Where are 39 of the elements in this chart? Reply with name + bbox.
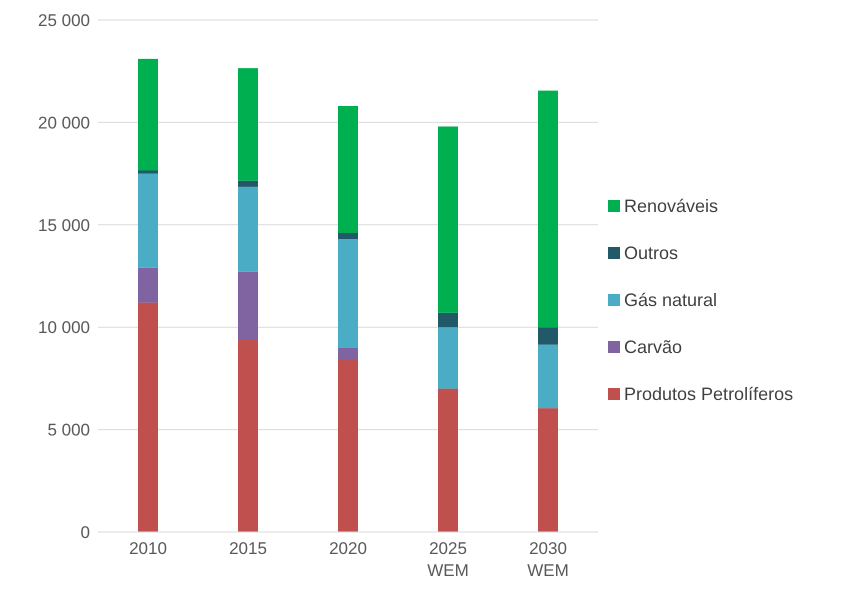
bar bbox=[338, 232, 358, 240]
bar bbox=[138, 302, 158, 532]
y-tick-label: 15 000 bbox=[38, 216, 90, 235]
legend-label: Gás natural bbox=[624, 290, 718, 310]
bar bbox=[338, 106, 358, 233]
bar bbox=[238, 339, 258, 532]
bar bbox=[138, 58, 158, 171]
bar bbox=[538, 408, 558, 532]
bar bbox=[438, 126, 458, 313]
bar bbox=[138, 170, 158, 174]
legend-label: Carvão bbox=[624, 336, 682, 358]
legend-label: Renováveis bbox=[624, 196, 718, 216]
y-tick-label: 10 000 bbox=[38, 318, 90, 338]
bar bbox=[438, 327, 458, 389]
bar bbox=[238, 68, 258, 181]
y-tick-label: 20 000 bbox=[38, 113, 90, 132]
bar bbox=[138, 174, 158, 268]
x-tick-label: 2030 WEM bbox=[527, 539, 569, 580]
x-tick-label: 2025 WEM bbox=[427, 539, 469, 580]
x-tick-label: 2015 bbox=[229, 539, 267, 558]
bar bbox=[238, 180, 258, 187]
bar bbox=[538, 327, 558, 345]
legend-label: Outros bbox=[624, 242, 678, 264]
legend-label: Produtos Petrolíferos bbox=[624, 384, 794, 404]
y-tick-label: 25 000 bbox=[38, 11, 90, 30]
x-tick-label: 2010 bbox=[129, 539, 167, 558]
bar bbox=[238, 272, 258, 340]
bar bbox=[438, 388, 458, 532]
bar bbox=[338, 239, 358, 348]
x-tick-label: 2020 bbox=[329, 539, 367, 558]
y-tick-label: 0 bbox=[80, 523, 90, 542]
bar bbox=[138, 268, 158, 303]
bar bbox=[238, 186, 258, 272]
bar bbox=[538, 90, 558, 328]
bar bbox=[438, 312, 458, 328]
bar bbox=[338, 358, 358, 532]
bar bbox=[338, 348, 358, 359]
y-tick-label: 5 000 bbox=[47, 420, 90, 440]
bar bbox=[538, 344, 558, 408]
